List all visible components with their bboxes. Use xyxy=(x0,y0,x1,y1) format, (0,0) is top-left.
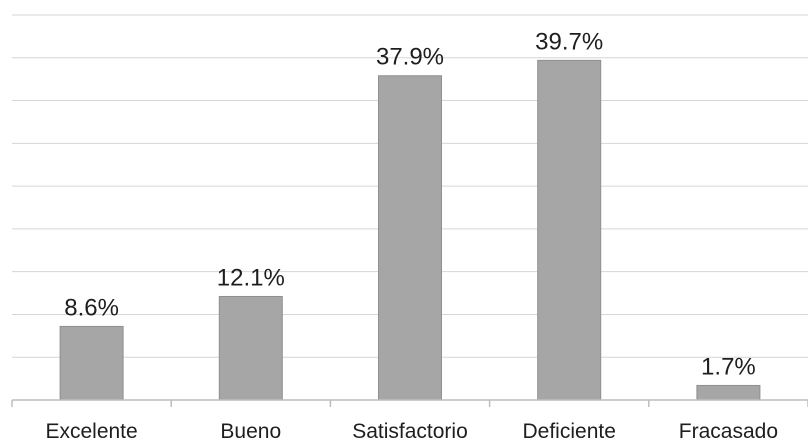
category-label-excelente: Excelente xyxy=(45,420,137,441)
category-label-fracasado: Fracasado xyxy=(679,420,778,441)
x-axis xyxy=(11,399,808,407)
bar-bueno xyxy=(218,295,283,401)
category-label-deficiente: Deficiente xyxy=(523,420,616,441)
category-label-satisfactorio: Satisfactorio xyxy=(352,420,468,441)
data-label-satisfactorio: 37.9% xyxy=(376,44,444,71)
data-label-excelente: 8.6% xyxy=(64,294,119,321)
bar-excelente xyxy=(59,325,124,401)
bar-deficiente xyxy=(537,59,602,401)
category-label-bueno: Bueno xyxy=(220,420,281,441)
data-label-bueno: 12.1% xyxy=(217,264,285,291)
data-labels: 8.6% 12.1% 37.9% 39.7% 1.7% xyxy=(64,28,756,380)
data-label-fracasado: 1.7% xyxy=(701,353,756,380)
bar-fracasado xyxy=(696,384,761,401)
bar-satisfactorio xyxy=(378,75,442,401)
data-label-deficiente: 39.7% xyxy=(535,28,603,55)
category-labels: Excelente Bueno Satisfactorio Deficiente Fra… xyxy=(45,420,778,441)
bars xyxy=(59,59,761,401)
